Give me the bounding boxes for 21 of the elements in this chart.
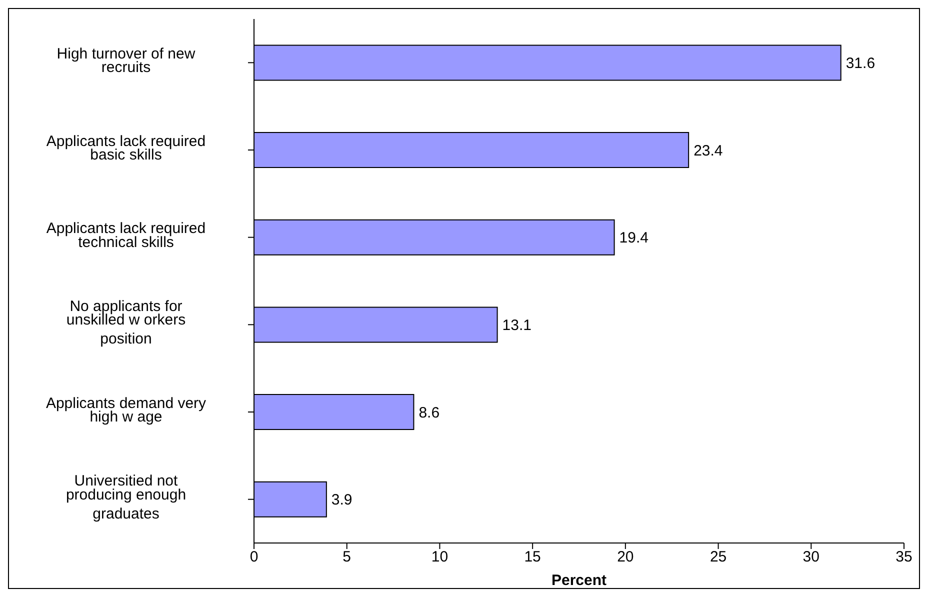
y-tick-label: Universitied not producing enough graduates	[66, 472, 186, 522]
data-label: 19.4	[619, 230, 648, 247]
x-tick-label: 25	[710, 548, 727, 566]
data-label: 31.6	[846, 55, 876, 72]
y-tick-label: No applicants for unskilled w orkers position	[66, 298, 186, 348]
x-tick-label: 10	[431, 548, 448, 566]
data-label: 13.1	[502, 317, 532, 334]
x-axis-title: Percent	[551, 572, 607, 589]
x-tick-label: 20	[617, 548, 634, 566]
x-tick-label: 5	[342, 548, 352, 566]
y-tick-label: Applicants lack required basic skills	[46, 132, 206, 164]
data-label: 3.9	[331, 492, 352, 509]
y-tick-label: High turnover of new recruits	[56, 45, 196, 76]
x-tick-label: 15	[524, 548, 541, 566]
y-tick-label: Applicants demand very high w age	[46, 394, 207, 426]
x-tick-label: 30	[802, 548, 820, 566]
data-label: 23.4	[694, 142, 723, 160]
y-tick-label: Applicants lack required technical skills	[46, 220, 206, 251]
data-label: 8.6	[418, 404, 440, 422]
x-tick-label: 35	[896, 548, 912, 566]
x-tick-label: 0	[250, 548, 258, 566]
